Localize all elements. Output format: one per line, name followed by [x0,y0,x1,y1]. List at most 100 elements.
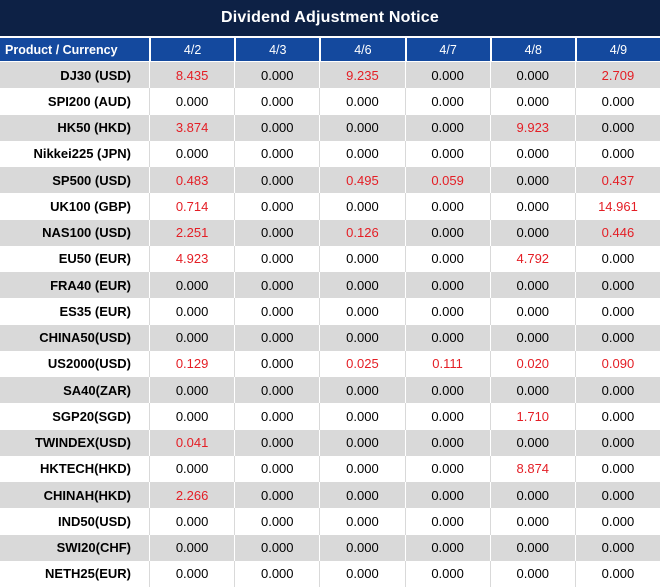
dividend-value-cell: 3.874 [149,114,234,141]
dividend-value-cell: 2.266 [149,482,234,509]
date-column-header: 4/6 [319,38,404,61]
dividend-value-cell: 0.000 [234,272,319,299]
page-title: Dividend Adjustment Notice [0,0,660,38]
table-row: FRA40 (EUR) 0.000 0.000 0.000 0.000 0.000 0.00… [0,272,660,299]
dividend-value-cell: 0.000 [234,114,319,141]
dividend-value-cell: 4.792 [489,245,575,272]
dividend-value-cell: 0.000 [234,62,319,89]
dividend-value-cell: 0.000 [489,219,575,246]
dividend-value-cell: 0.714 [149,193,234,220]
product-cell: EU50 (EUR) [58,251,131,267]
table-row: NAS100 (USD) 2.251 0.000 0.126 0.000 0.000 0.4… [0,219,660,246]
dividend-value-cell: 0.000 [404,560,490,587]
dividend-value-cell: 0.000 [574,508,660,535]
dividend-value-cell: 8.874 [489,455,575,482]
dividend-value-cell: 0.000 [574,114,660,141]
dividend-value-cell: 0.000 [149,560,234,587]
dividend-value-cell: 0.000 [234,350,319,377]
dividend-value-cell: 0.000 [149,298,234,325]
dividend-value-cell: 0.000 [404,508,490,535]
dividend-value-cell: 0.000 [574,482,660,509]
dividend-value-cell: 0.000 [404,298,490,325]
product-cell: ES35 (EUR) [59,303,131,319]
dividend-value-cell: 0.000 [489,560,575,587]
table-row: CHINAH(HKD) 2.266 0.000 0.000 0.000 0.000 0.00… [0,482,660,509]
dividend-value-cell: 0.000 [404,272,490,299]
date-column-header: 4/2 [149,38,234,61]
dividend-value-cell: 0.000 [319,508,404,535]
dividend-value-cell: 0.000 [404,403,490,430]
dividend-value-cell: 0.000 [319,324,404,351]
dividend-value-cell: 0.090 [574,350,660,377]
dividend-value-cell: 0.000 [319,377,404,404]
product-cell: NAS100 (USD) [42,225,131,241]
product-cell: SGP20(SGD) [52,408,131,424]
table-row: US2000(USD) 0.129 0.000 0.025 0.111 0.020 0.09… [0,350,660,377]
date-column-header: 4/3 [234,38,319,61]
dividend-value-cell: 0.000 [489,482,575,509]
dividend-value-cell: 0.000 [489,193,575,220]
product-cell: DJ30 (USD) [60,67,131,83]
dividend-value-cell: 0.041 [149,429,234,456]
dividend-value-cell: 0.025 [319,350,404,377]
dividend-value-cell: 0.000 [404,193,490,220]
dividend-value-cell: 0.000 [149,272,234,299]
dividend-value-cell: 0.000 [489,272,575,299]
dividend-value-cell: 0.000 [574,298,660,325]
product-cell: SP500 (USD) [52,172,131,188]
dividend-value-cell: 4.923 [149,245,234,272]
dividend-value-cell: 0.000 [234,88,319,115]
dividend-value-cell: 0.000 [574,377,660,404]
dividend-value-cell: 0.000 [404,534,490,561]
dividend-value-cell: 0.000 [234,534,319,561]
dividend-value-cell: 0.000 [404,482,490,509]
product-cell: IND50(USD) [58,513,131,529]
table-row: CHINA50(USD) 0.000 0.000 0.000 0.000 0.000 0.0… [0,324,660,351]
dividend-value-cell: 0.000 [404,324,490,351]
product-cell: HK50 (HKD) [57,120,131,136]
dividend-value-cell: 14.961 [574,193,660,220]
table-row: SWI20(CHF) 0.000 0.000 0.000 0.000 0.000 0.000 [0,534,660,561]
product-cell: SA40(ZAR) [63,382,131,398]
dividend-value-cell: 0.000 [404,455,490,482]
dividend-value-cell: 0.000 [404,114,490,141]
dividend-value-cell: 0.000 [149,324,234,351]
table-row: NETH25(EUR) 0.000 0.000 0.000 0.000 0.000 0.00… [0,560,660,587]
table-row: IND50(USD) 0.000 0.000 0.000 0.000 0.000 0.000 [0,508,660,535]
dividend-value-cell: 0.000 [234,167,319,194]
dividend-value-cell: 0.000 [404,88,490,115]
table-row: EU50 (EUR) 4.923 0.000 0.000 0.000 4.792 0.000 [0,245,660,272]
date-column-header: 4/7 [404,38,490,61]
dividend-value-cell: 0.000 [319,482,404,509]
dividend-value-cell: 0.000 [404,219,490,246]
product-cell: HKTECH(HKD) [40,461,131,477]
dividend-value-cell: 0.000 [489,324,575,351]
dividend-value-cell: 0.000 [319,193,404,220]
dividend-value-cell: 0.000 [149,534,234,561]
dividend-value-cell: 9.235 [319,62,404,89]
dividend-value-cell: 0.000 [149,455,234,482]
dividend-value-cell: 0.000 [404,377,490,404]
dividend-value-cell: 0.000 [234,560,319,587]
dividend-value-cell: 0.495 [319,167,404,194]
table-row: TWINDEX(USD) 0.041 0.000 0.000 0.000 0.000 0.0… [0,429,660,456]
product-cell: US2000(USD) [47,356,131,372]
table-body: DJ30 (USD) 8.435 0.000 9.235 0.000 0.000 2.709… [0,62,660,587]
dividend-value-cell: 0.059 [404,167,490,194]
dividend-value-cell: 0.000 [149,508,234,535]
table-row: UK100 (GBP) 0.714 0.000 0.000 0.000 0.000 14.9… [0,193,660,220]
dividend-value-cell: 0.000 [319,429,404,456]
dividend-value-cell: 0.000 [319,560,404,587]
dividend-value-cell: 0.000 [489,429,575,456]
dividend-value-cell: 0.111 [404,350,490,377]
dividend-value-cell: 0.000 [489,377,575,404]
table-row: SGP20(SGD) 0.000 0.000 0.000 0.000 1.710 0.000 [0,403,660,430]
dividend-value-cell: 0.000 [319,272,404,299]
table-row: Nikkei225 (JPN) 0.000 0.000 0.000 0.000 0.000… [0,140,660,167]
dividend-value-cell: 0.000 [234,140,319,167]
dividend-value-cell: 0.000 [319,455,404,482]
dividend-value-cell: 0.000 [489,508,575,535]
dividend-value-cell: 0.000 [319,534,404,561]
table-row: SPI200 (AUD) 0.000 0.000 0.000 0.000 0.000 0.0… [0,88,660,115]
